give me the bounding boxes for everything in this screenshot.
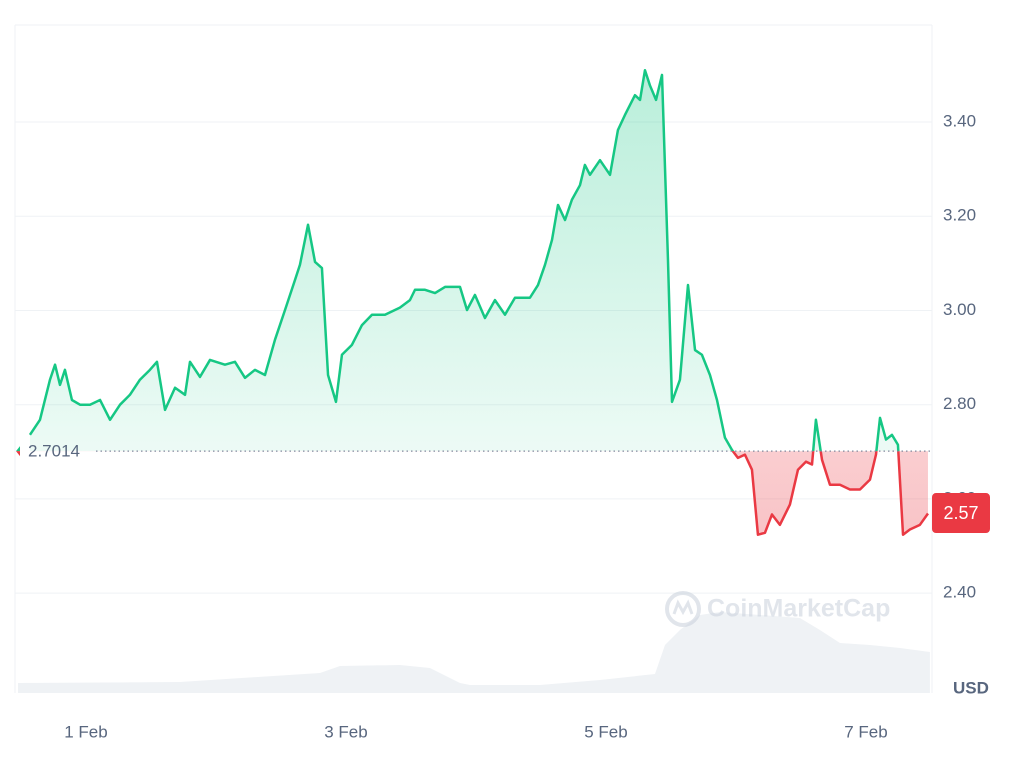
area-above xyxy=(29,70,928,452)
watermark-text: CoinMarketCap xyxy=(707,595,890,623)
x-tick-label: 3 Feb xyxy=(324,722,367,741)
x-tick-label: 1 Feb xyxy=(64,722,107,741)
area-below xyxy=(732,451,928,535)
y-tick-label: 3.40 xyxy=(943,112,976,131)
watermark: CoinMarketCap xyxy=(665,591,890,627)
y-tick-label: 3.20 xyxy=(943,206,976,225)
price-line-down xyxy=(731,451,929,536)
currency-label: USD xyxy=(953,678,989,697)
price-badge-label: 2.57 xyxy=(943,503,978,523)
x-tick-label: 7 Feb xyxy=(844,722,887,741)
y-tick-label: 2.80 xyxy=(943,394,976,413)
price-line-up xyxy=(28,68,900,452)
price-badge xyxy=(932,493,990,534)
reference-marker-down xyxy=(16,451,20,457)
x-tick-label: 5 Feb xyxy=(584,722,627,741)
y-tick-label: 2.40 xyxy=(943,583,976,602)
y-tick-label: 3.00 xyxy=(943,300,976,319)
reference-marker-up xyxy=(16,446,20,452)
reference-label: 2.7014 xyxy=(28,442,80,461)
volume-area xyxy=(18,612,930,693)
